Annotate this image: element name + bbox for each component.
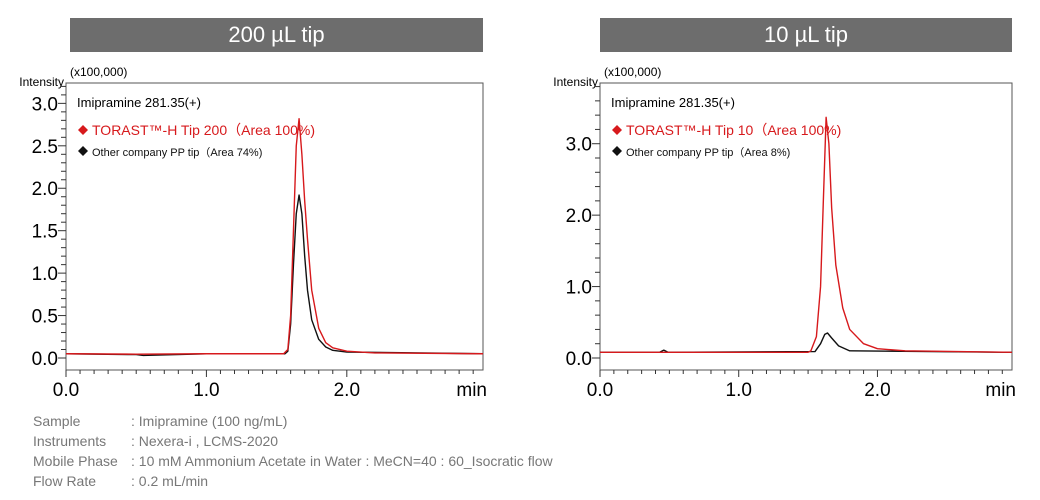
legend-entry: TORAST™-H Tip 200（Area 100%)	[92, 122, 315, 138]
y-tick-label: 0.0	[32, 349, 58, 370]
condition-row: Mobile Phase: 10 mM Ammonium Acetate in …	[33, 453, 553, 469]
y-tick-label: 1.0	[566, 278, 592, 299]
legend-marker-diamond	[612, 146, 622, 156]
legend-entry: Other company PP tip（Area 8%)	[626, 146, 790, 159]
y-tick-label: 0.5	[32, 307, 58, 328]
chart-title-10: 10 µL tip	[600, 18, 1012, 52]
conditions: Sample: Imipramine (100 ng/mL) Instrumen…	[33, 411, 553, 491]
series-line	[65, 117, 484, 355]
y-axis-label: Intensity	[553, 75, 598, 89]
x-tick-label: 1.0	[726, 380, 752, 401]
x-tick-label: 0.0	[53, 380, 79, 401]
compound-annotation: Imipramine 281.35(+)	[77, 95, 201, 110]
y-tick-label: 1.5	[32, 222, 58, 243]
x-axis-label: min	[985, 380, 1016, 401]
plot-frame	[599, 82, 1013, 371]
legend-marker-diamond	[78, 146, 88, 156]
y-axis-unit: (x100,000)	[604, 65, 661, 79]
compound-annotation: Imipramine 281.35(+)	[611, 95, 735, 110]
y-tick-label: 1.0	[32, 264, 58, 285]
y-tick-label: 2.0	[32, 179, 58, 200]
y-tick-label: 3.0	[32, 94, 58, 115]
y-axis-label: Intensity	[19, 75, 64, 89]
x-tick-label: 0.0	[587, 380, 613, 401]
plot-frame	[65, 82, 484, 371]
series-line	[65, 194, 484, 357]
x-tick-label: 2.0	[864, 380, 890, 401]
y-tick-label: 3.0	[566, 135, 592, 156]
x-axis-label: min	[456, 380, 487, 401]
y-tick-label: 2.0	[566, 206, 592, 227]
condition-row: Flow Rate: 0.2 mL/min	[33, 473, 209, 489]
chart-title-200: 200 µL tip	[70, 18, 483, 52]
legend-marker-diamond	[612, 125, 622, 135]
legend-entry: Other company PP tip（Area 74%)	[92, 146, 262, 159]
x-tick-label: 1.0	[193, 380, 219, 401]
x-tick-label: 2.0	[334, 380, 360, 401]
condition-row: Sample: Imipramine (100 ng/mL)	[33, 413, 288, 429]
legend-entry: TORAST™-H Tip 10（Area 100%)	[626, 122, 841, 138]
series-line	[600, 332, 1013, 353]
y-tick-label: 0.0	[566, 349, 592, 370]
y-tick-label: 2.5	[32, 137, 58, 158]
legend-marker-diamond	[78, 125, 88, 135]
y-axis-unit: (x100,000)	[70, 65, 127, 79]
series-line	[600, 116, 1013, 353]
condition-row: Instruments: Nexera-i , LCMS-2020	[33, 433, 279, 449]
